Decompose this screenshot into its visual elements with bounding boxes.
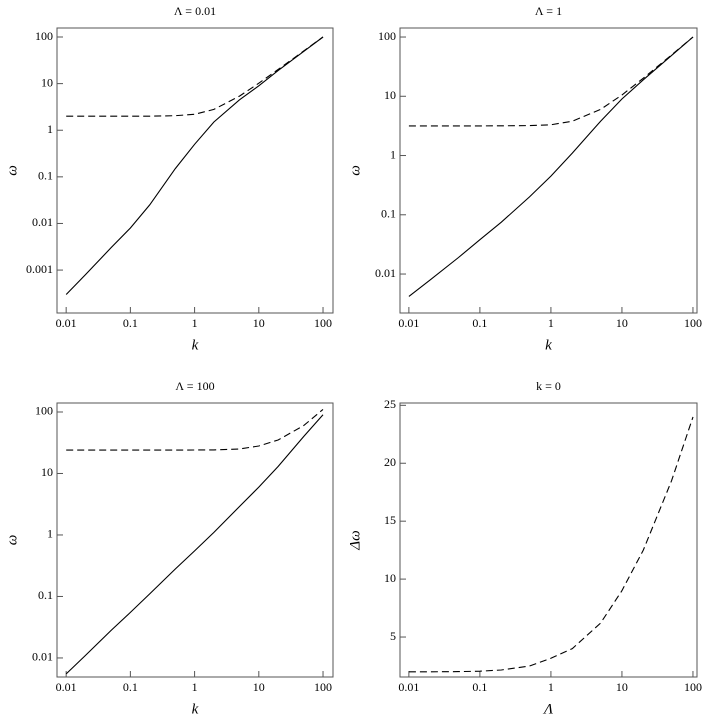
x-tick-label: 0.01 xyxy=(56,316,77,330)
x-tick-label: 10 xyxy=(253,680,265,694)
x-tick-label: 100 xyxy=(314,680,332,694)
data-line xyxy=(408,416,694,673)
x-tick-label: 0.1 xyxy=(472,316,487,330)
data-line xyxy=(65,36,324,295)
plot-frame xyxy=(399,402,698,678)
y-axis-label: ω xyxy=(4,535,20,546)
y-tick-label: 25 xyxy=(384,397,396,411)
x-axis-label: k xyxy=(545,337,552,353)
y-tick-label: 0.01 xyxy=(32,650,53,664)
plot-frame xyxy=(399,27,698,314)
y-axis-label: ω xyxy=(4,165,20,176)
y-tick-label: 100 xyxy=(35,29,53,43)
y-tick-label: 20 xyxy=(384,455,396,469)
chart-title: k = 0 xyxy=(536,379,561,393)
y-tick-label: 0.01 xyxy=(375,266,396,280)
x-tick-label: 1 xyxy=(548,680,554,694)
plot-frame xyxy=(56,402,334,678)
y-tick-label: 0.001 xyxy=(26,262,53,276)
y-tick-label: 1 xyxy=(390,147,396,161)
x-tick-label: 100 xyxy=(684,680,702,694)
chart-title: Λ = 100 xyxy=(175,379,214,393)
plot-frame xyxy=(56,27,334,314)
x-tick-label: 10 xyxy=(616,680,628,694)
y-tick-label: 10 xyxy=(384,571,396,585)
x-axis-label: k xyxy=(192,701,199,717)
y-tick-label: 1 xyxy=(47,122,53,136)
data-line xyxy=(66,408,324,451)
x-tick-label: 100 xyxy=(314,316,332,330)
y-tick-label: 100 xyxy=(35,404,53,418)
x-tick-label: 10 xyxy=(616,316,628,330)
x-tick-label: 1 xyxy=(192,316,198,330)
x-tick-label: 0.01 xyxy=(398,680,419,694)
y-tick-label: 0.01 xyxy=(32,215,53,229)
data-line xyxy=(408,36,694,127)
x-tick-label: 10 xyxy=(253,316,265,330)
x-axis-label: k xyxy=(192,337,199,353)
chart-title: Λ = 1 xyxy=(535,4,562,18)
x-tick-label: 0.01 xyxy=(398,316,419,330)
x-tick-label: 1 xyxy=(192,680,198,694)
y-tick-label: 10 xyxy=(384,88,396,102)
y-tick-label: 10 xyxy=(41,465,53,479)
data-line xyxy=(66,36,324,117)
x-tick-label: 100 xyxy=(684,316,702,330)
y-tick-label: 100 xyxy=(378,29,396,43)
x-tick-label: 0.1 xyxy=(472,680,487,694)
chart-title: Λ = 0.01 xyxy=(174,4,216,18)
y-axis-label: ω xyxy=(347,165,363,176)
y-tick-label: 10 xyxy=(41,75,53,89)
data-line xyxy=(65,414,324,675)
y-tick-label: 1 xyxy=(47,527,53,541)
y-tick-label: 5 xyxy=(390,629,396,643)
x-axis-label: Λ xyxy=(542,701,553,717)
y-tick-label: 15 xyxy=(384,513,396,527)
data-line xyxy=(408,36,694,297)
y-tick-label: 0.1 xyxy=(381,207,396,221)
x-tick-label: 1 xyxy=(548,316,554,330)
y-axis-label: Δω xyxy=(347,530,363,550)
x-tick-label: 0.1 xyxy=(123,316,138,330)
y-tick-label: 0.1 xyxy=(38,169,53,183)
y-tick-label: 0.1 xyxy=(38,588,53,602)
x-tick-label: 0.01 xyxy=(56,680,77,694)
x-tick-label: 0.1 xyxy=(123,680,138,694)
